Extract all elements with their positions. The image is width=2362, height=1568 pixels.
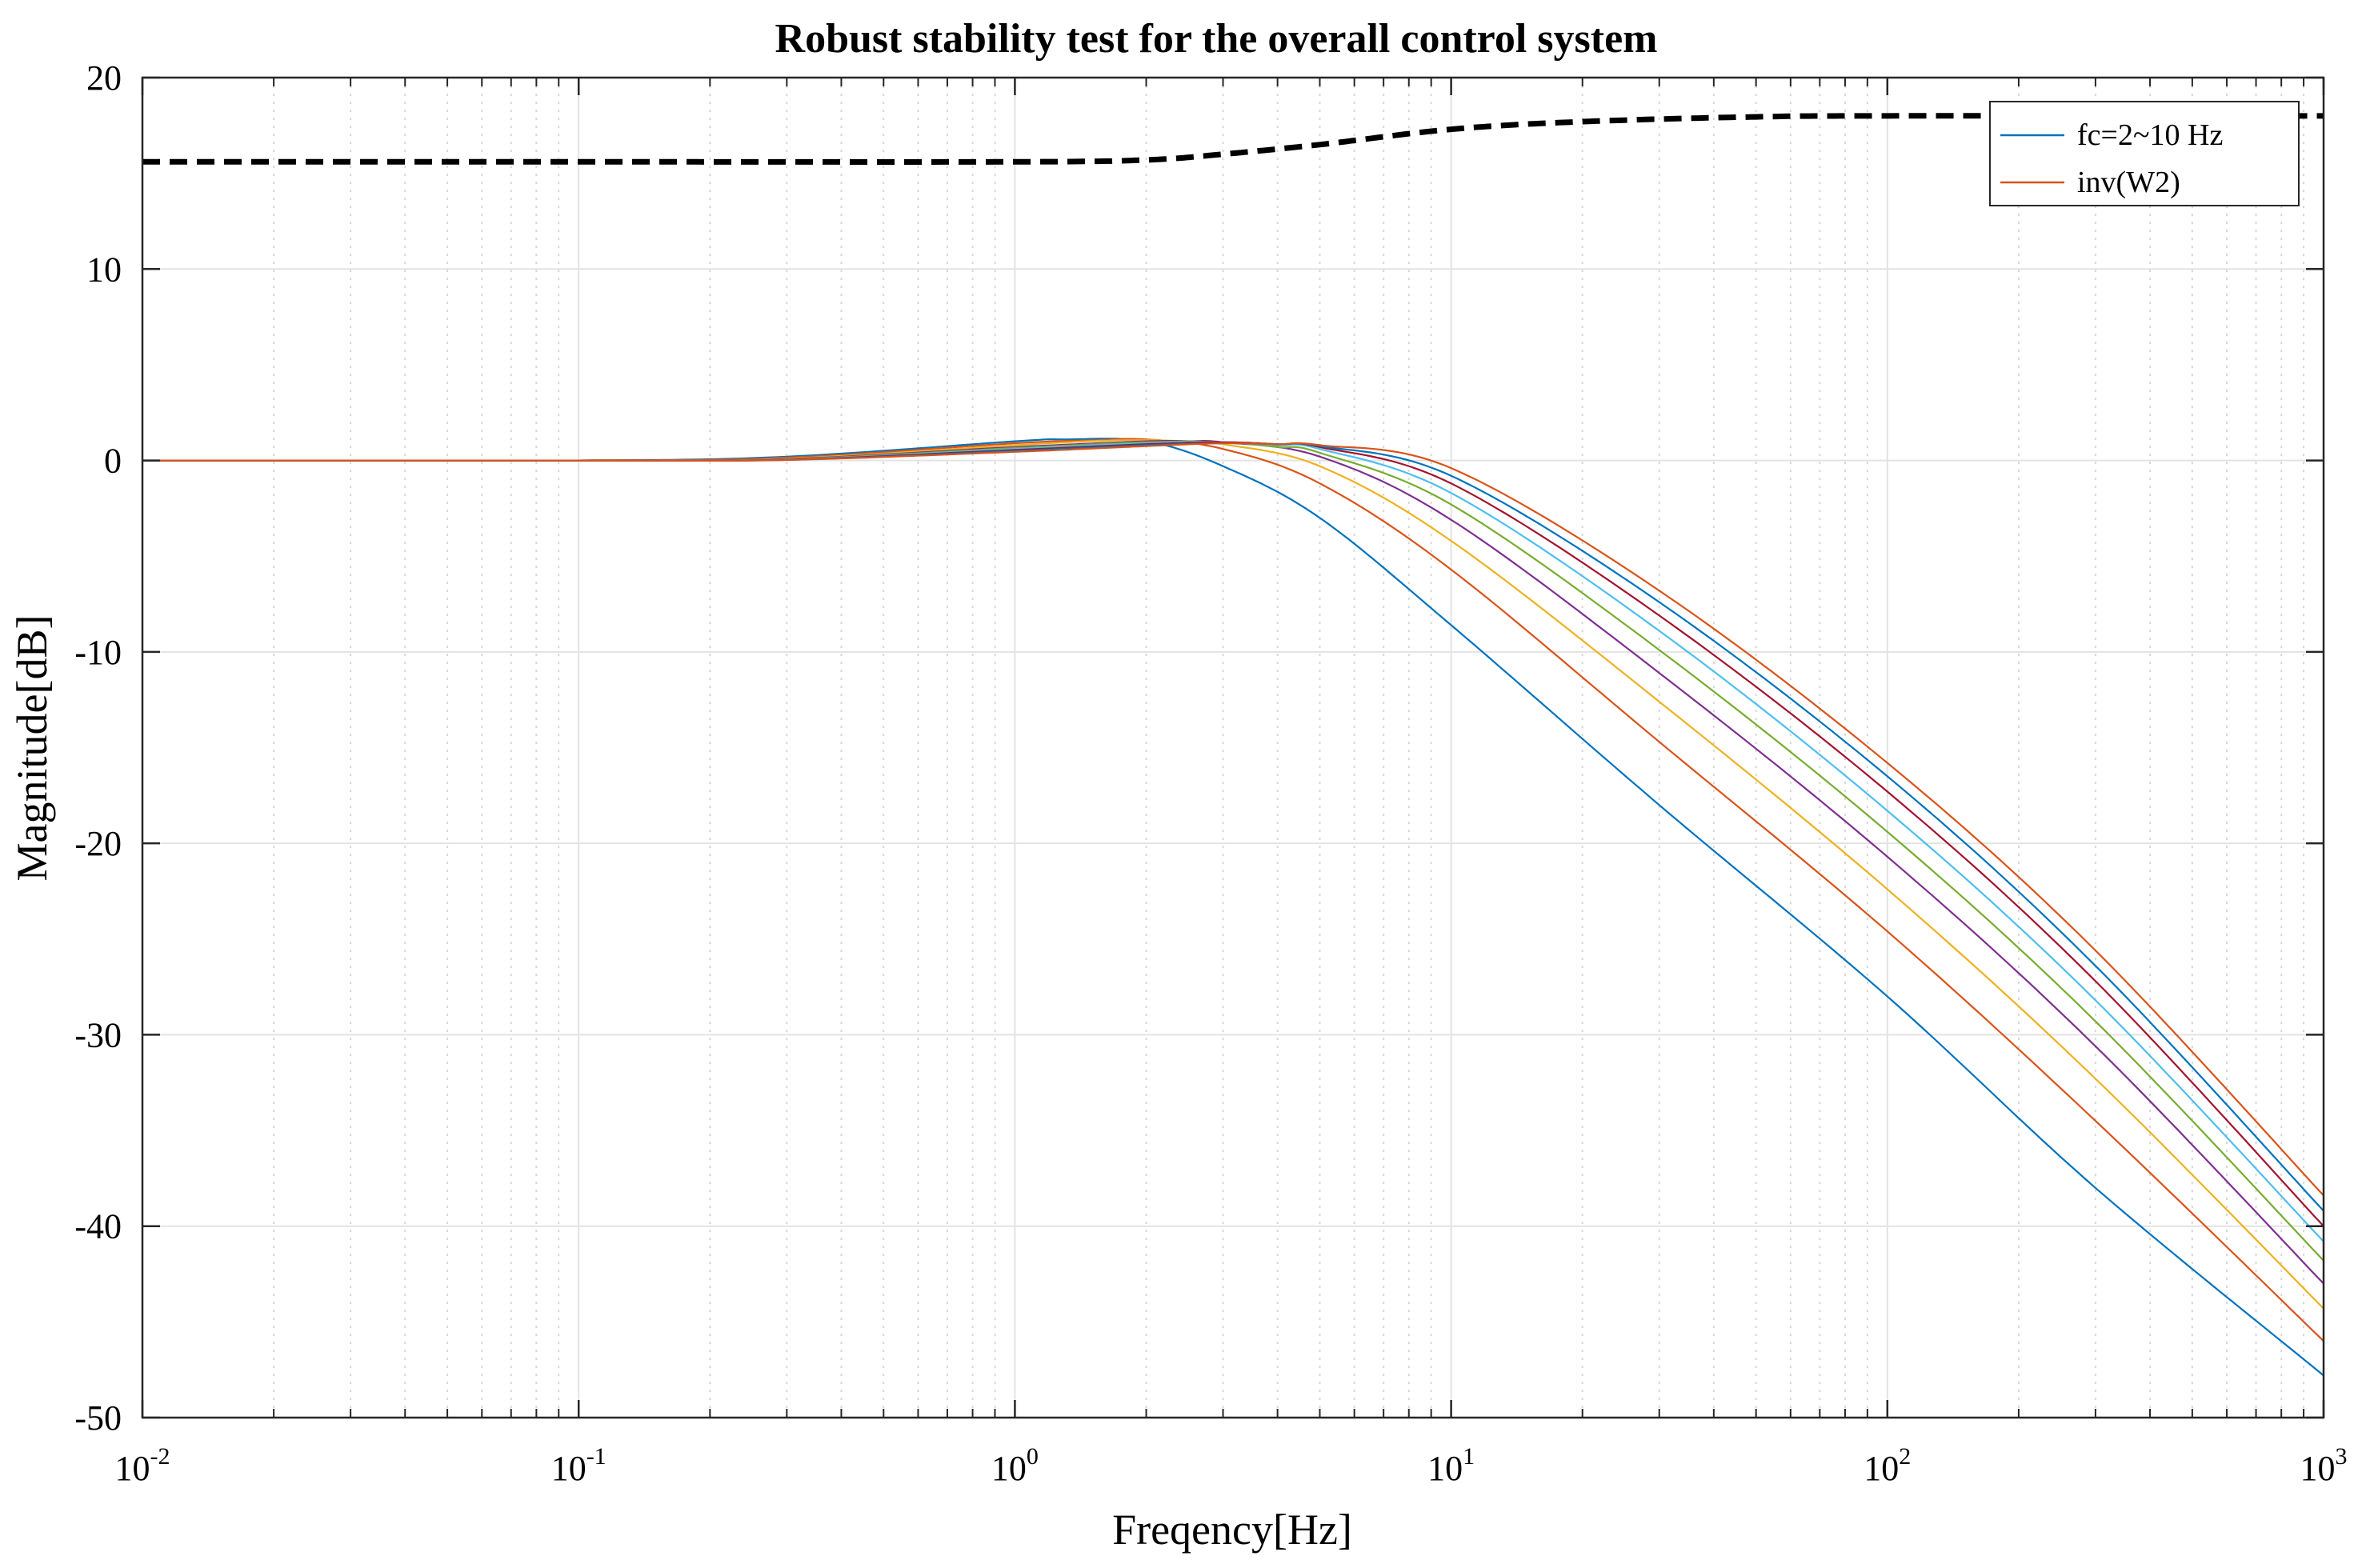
y-tick-label: 10 xyxy=(86,250,122,289)
y-tick-label: -40 xyxy=(74,1207,122,1246)
y-tick-label: -20 xyxy=(74,824,122,863)
y-tick-label: -10 xyxy=(74,633,122,672)
x-tick-label: 10-1 xyxy=(551,1443,607,1488)
y-axis-label: Magnitude[dB] xyxy=(8,615,56,882)
y-tick-labels: 20 10 0 -10 -20 -30 -40 -50 xyxy=(74,58,122,1438)
x-tick-label: 103 xyxy=(2300,1443,2348,1488)
y-tick-label: -30 xyxy=(74,1015,122,1054)
series-line-fc-2 xyxy=(142,438,2324,1377)
x-axis-label: Freqency[Hz] xyxy=(1112,1506,1352,1554)
x-tick-label: 102 xyxy=(1864,1443,1911,1488)
series-lines xyxy=(142,113,2324,1377)
series-line-fc-3 xyxy=(142,438,2324,1342)
chart-title: Robust stability test for the overall co… xyxy=(775,16,1658,62)
x-tick-label: 101 xyxy=(1427,1443,1475,1488)
y-tick-label: 0 xyxy=(104,442,122,481)
legend-label-inv-w2: inv(W2) xyxy=(2077,166,2180,199)
plot-frame xyxy=(141,76,2325,1419)
y-tick-label: -50 xyxy=(74,1398,122,1438)
x-tick-label: 10-2 xyxy=(115,1443,170,1488)
x-tick-labels: 10-2 10-1 100 101 102 103 xyxy=(115,1443,2348,1488)
series-line-inv-w2 xyxy=(142,113,2324,165)
legend-box xyxy=(1989,101,2300,206)
x-tick-label: 100 xyxy=(991,1443,1039,1488)
axis-ticks xyxy=(141,76,2325,1419)
legend-label-fc: fc=2~10 Hz xyxy=(2077,118,2223,152)
series-line-fc-10 xyxy=(142,442,2324,1197)
y-tick-label: 20 xyxy=(86,58,122,98)
legend: fc=2~10 Hz inv(W2) xyxy=(1989,101,2300,206)
